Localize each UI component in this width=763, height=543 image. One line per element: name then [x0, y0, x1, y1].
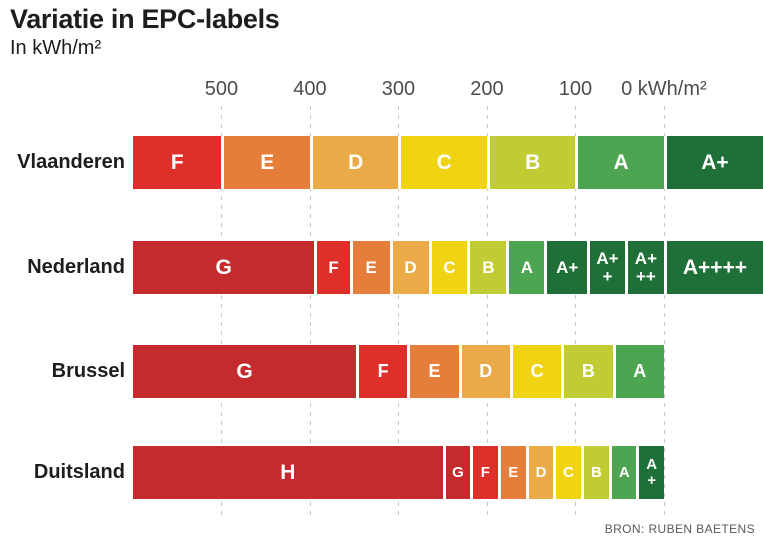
epc-segment-duitsland-h: H: [133, 446, 443, 499]
epc-segment-brussel-c: C: [509, 345, 562, 398]
row-label-brussel: Brussel: [51, 360, 125, 382]
epc-segment-duitsland-a-plus: A +: [636, 446, 664, 499]
epc-segment-nederland-a-plus: A+: [544, 241, 587, 294]
axis-gridline-500: [221, 106, 223, 518]
epc-segment-brussel-f: F: [355, 345, 408, 398]
epc-segment-vlaanderen-f: F: [133, 136, 222, 189]
epc-segment-nederland-a-plus-plus: A+ +: [586, 241, 625, 294]
epc-segment-brussel-e: E: [407, 345, 459, 398]
epc-segment-nederland-c: C: [428, 241, 468, 294]
epc-segment-duitsland-g: G: [442, 446, 471, 499]
epc-segment-duitsland-e: E: [497, 446, 526, 499]
epc-segment-vlaanderen-a: A: [575, 136, 664, 189]
epc-segment-brussel-b: B: [561, 345, 613, 398]
axis-tick-label-500: 500: [204, 78, 239, 100]
epc-segment-nederland-b: B: [467, 241, 507, 294]
epc-segment-brussel-d: D: [458, 345, 510, 398]
epc-segment-vlaanderen-e: E: [221, 136, 310, 189]
epc-segment-vlaanderen-c: C: [398, 136, 487, 189]
axis-gridline-100: [575, 106, 577, 518]
epc-segment-nederland-a-plus-plus-plus-plus: A++++: [663, 241, 763, 294]
axis-gridline-400: [309, 106, 311, 518]
axis-tick-label-0: 0 kWh/m²: [621, 78, 707, 100]
epc-segment-nederland-f: F: [314, 241, 350, 294]
epc-segment-duitsland-f: F: [470, 446, 498, 499]
axis-tick-label-300: 300: [381, 78, 416, 100]
epc-segment-vlaanderen-a-plus: A+: [663, 136, 763, 189]
axis-tick-label-200: 200: [470, 78, 504, 100]
epc-segment-vlaanderen-b: B: [486, 136, 576, 189]
axis-gridline-300: [398, 106, 400, 518]
epc-segment-nederland-d: D: [389, 241, 429, 294]
epc-segment-duitsland-d: D: [525, 446, 554, 499]
row-label-vlaanderen: Vlaanderen: [17, 151, 125, 173]
row-label-duitsland: Duitsland: [33, 461, 125, 483]
chart-title: Variatie in EPC-labels: [10, 4, 280, 34]
epc-bar-vlaanderen: F E D C B A A+: [133, 136, 763, 189]
axis-gridline-0: [663, 106, 665, 518]
chart-subtitle: In kWh/m²: [10, 37, 102, 59]
row-label-nederland: Nederland: [27, 256, 125, 278]
axis-tick-label-400: 400: [293, 78, 327, 100]
epc-segment-duitsland-b: B: [580, 446, 610, 499]
epc-segment-duitsland-a: A: [609, 446, 637, 499]
epc-segment-nederland-a: A: [506, 241, 545, 294]
source-credit: BRON: RUBEN BAETENS: [604, 522, 755, 536]
epc-segment-nederland-g: G: [133, 241, 315, 294]
epc-bar-nederland: G F E D C B A A+ A+ + A+ ++ A++++: [133, 241, 763, 294]
epc-segment-nederland-a-plus-plus-plus: A+ ++: [624, 241, 664, 294]
epc-segment-nederland-e: E: [349, 241, 390, 294]
epc-segment-duitsland-c: C: [553, 446, 581, 499]
axis-gridline-200: [486, 106, 488, 518]
epc-segment-brussel-a: A: [612, 345, 664, 398]
epc-segment-brussel-g: G: [133, 345, 356, 398]
epc-segment-vlaanderen-d: D: [309, 136, 399, 189]
axis-tick-label-100: 100: [558, 78, 593, 100]
